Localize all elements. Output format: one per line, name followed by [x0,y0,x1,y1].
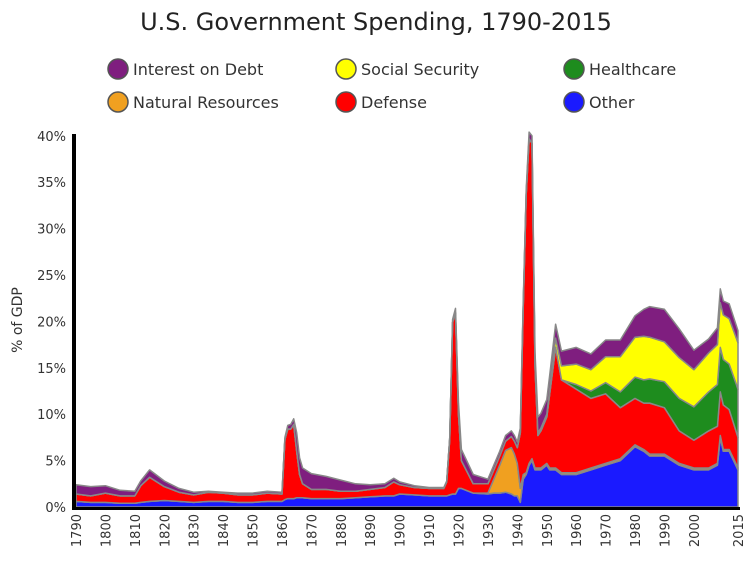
x-tick-label: 1890 [364,514,379,547]
x-axis-line [72,507,740,510]
x-tick-label: 1790 [70,514,85,547]
x-tick-label: 1820 [158,514,173,547]
x-tick-label: 1800 [99,514,114,547]
x-tick-label: 1840 [217,514,232,547]
legend-marker [335,91,357,113]
x-axis-ticks: 1790 1800 1810 1820 1830 1840 1850 1860 1870 1880… [70,514,747,547]
y-tick-label: 0% [45,501,66,516]
y-axis-label: % of GDP [10,287,26,353]
x-tick-label: 1960 [570,514,585,547]
y-tick-label: 40% [37,130,66,145]
legend-marker [563,58,585,80]
legend-label: Natural Resources [133,93,279,112]
y-tick-label: 15% [37,362,66,377]
y-tick-label: 20% [37,315,66,330]
x-tick-label: 1870 [305,514,320,547]
x-tick-label: 2015 [732,514,747,547]
legend-label: Social Security [361,60,479,79]
x-tick-label: 1980 [629,514,644,547]
x-tick-label: 1830 [188,514,203,547]
legend-marker [335,58,357,80]
y-tick-label: 25% [37,269,66,284]
legend-label: Interest on Debt [133,60,263,79]
legend-label: Other [589,93,635,112]
x-tick-label: 1850 [247,514,262,547]
legend-marker [563,91,585,113]
x-tick-label: 1810 [129,514,144,547]
legend: Interest on Debt Social Security Healthcar… [107,58,676,113]
y-tick-label: 35% [37,176,66,191]
area-interest-on-debt [75,131,739,497]
legend-label: Healthcare [589,60,676,79]
x-tick-label: 1920 [452,514,467,547]
y-tick-label: 10% [37,408,66,423]
y-axis-ticks: 0% 5% 10% 15% 20% 25% 30% 35% 40% [37,130,66,516]
x-tick-label: 1880 [335,514,350,547]
x-tick-label: 1860 [276,514,291,547]
x-tick-label: 1990 [658,514,673,547]
x-tick-label: 1930 [482,514,497,547]
legend-label: Defense [361,93,427,112]
x-tick-label: 1970 [600,514,615,547]
x-tick-label: 1900 [394,514,409,547]
x-tick-label: 1940 [511,514,526,547]
x-tick-label: 2000 [688,514,703,547]
chart-title: U.S. Government Spending, 1790-2015 [140,8,612,36]
y-tick-label: 30% [37,223,66,238]
stacked-areas [75,131,739,508]
y-tick-label: 5% [45,455,66,470]
x-tick-label: 1910 [423,514,438,547]
legend-marker [107,58,129,80]
y-axis-line [72,134,76,509]
x-tick-label: 1950 [541,514,556,547]
legend-marker [107,91,129,113]
